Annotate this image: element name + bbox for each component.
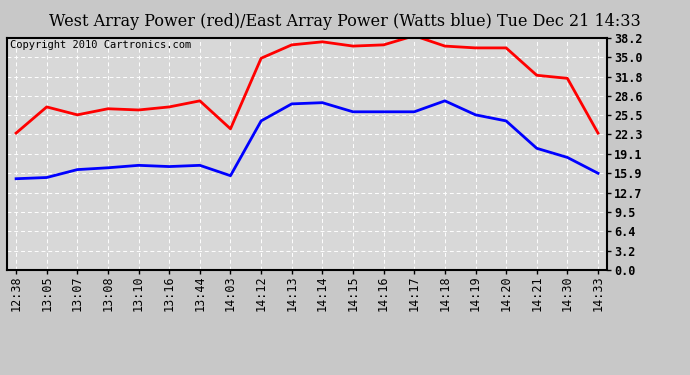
Text: Copyright 2010 Cartronics.com: Copyright 2010 Cartronics.com xyxy=(10,40,191,50)
Text: West Array Power (red)/East Array Power (Watts blue) Tue Dec 21 14:33: West Array Power (red)/East Array Power … xyxy=(49,13,641,30)
